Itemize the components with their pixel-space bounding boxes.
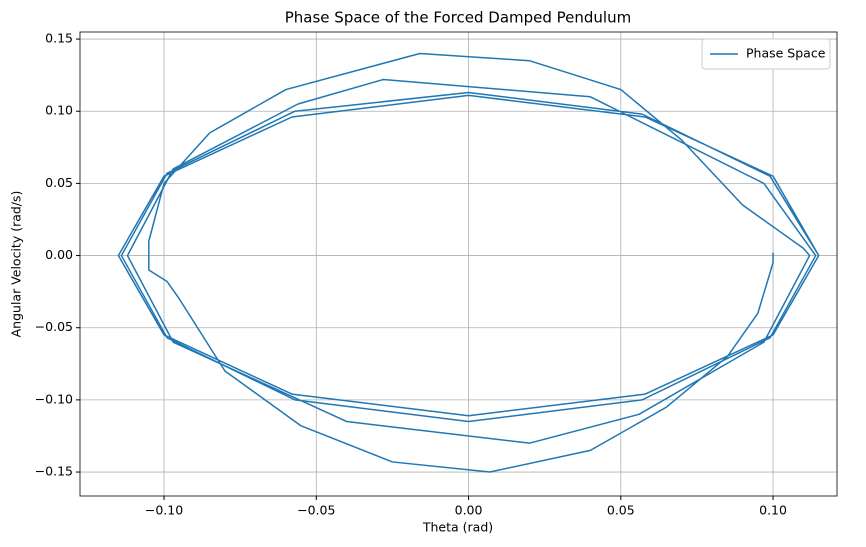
x-axis-label: Theta (rad) — [422, 520, 493, 535]
x-tick-label: −0.05 — [297, 503, 335, 518]
x-tick-label: −0.10 — [145, 503, 183, 518]
y-tick-label: −0.05 — [35, 319, 73, 334]
legend-label: Phase Space — [746, 46, 826, 61]
plot-frame — [79, 31, 838, 497]
y-tick-label: −0.10 — [35, 391, 73, 406]
x-tick-label: 0.05 — [607, 503, 635, 518]
y-tick-label: 0.15 — [45, 31, 73, 46]
y-tick-label: 0.10 — [45, 103, 73, 118]
data-line — [117, 52, 820, 473]
y-tick-label: 0.00 — [45, 247, 73, 262]
chart-title: Phase Space of the Forced Damped Pendulu… — [285, 9, 631, 27]
y-tick-label: 0.05 — [45, 175, 73, 190]
x-tick-label: 0.00 — [455, 503, 483, 518]
x-tick-label: 0.10 — [759, 503, 787, 518]
y-axis-label: Angular Velocity (rad/s) — [9, 191, 24, 338]
legend-box — [701, 38, 831, 70]
y-tick-label: −0.15 — [35, 464, 73, 479]
